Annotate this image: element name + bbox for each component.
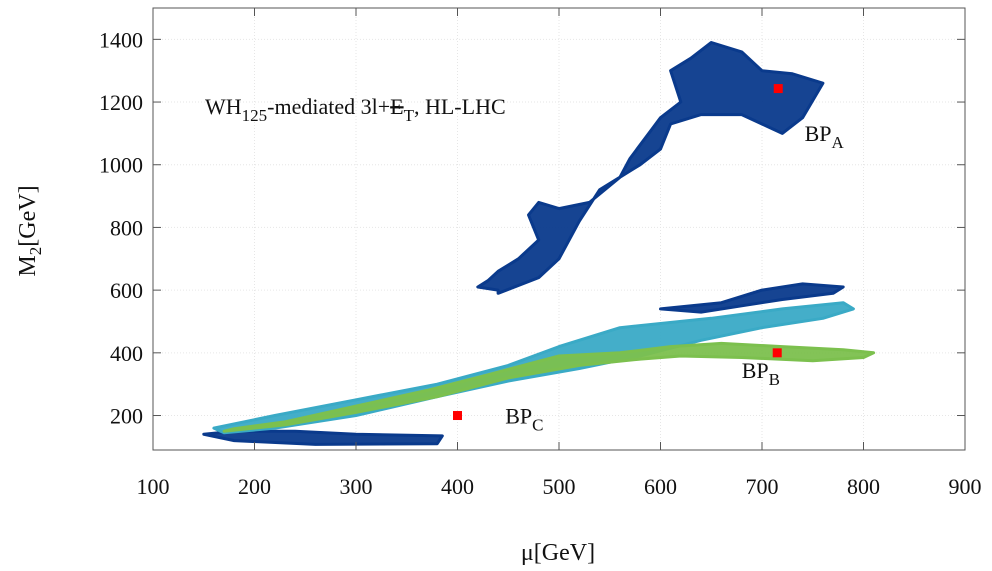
process-annotation: WH125-mediated 3l+ET, HL-LHC	[205, 94, 506, 125]
x-tick-label: 700	[746, 474, 779, 499]
benchmark-points: BPA BPB BPC	[453, 84, 845, 434]
benchmark-label-C: BPC	[505, 403, 543, 434]
benchmark-marker-A	[773, 84, 783, 94]
scatter-region-dark-blue-upper	[476, 41, 825, 295]
axis-ticks: 100 200 300 400 500 600 700 800 900 200 400 600 800 1…	[99, 8, 982, 499]
y-tick-label: 1200	[99, 90, 143, 115]
benchmark-marker-C	[453, 411, 462, 421]
x-tick-label: 100	[137, 474, 170, 499]
x-axis-label: μ[GeV]	[521, 540, 595, 566]
scatter-region-green	[222, 341, 876, 433]
y-tick-label: 600	[110, 278, 143, 303]
y-tick-label: 1400	[99, 27, 143, 52]
x-tick-label: 200	[238, 474, 271, 499]
x-tick-label: 500	[543, 474, 576, 499]
benchmark-label-B: BPB	[742, 358, 780, 389]
x-tick-label: 900	[949, 474, 982, 499]
x-tick-label: 600	[644, 474, 677, 499]
scatter-region-dark-blue-right	[659, 282, 845, 314]
benchmark-label-A: BPA	[805, 121, 845, 152]
y-tick-label: 800	[110, 215, 143, 240]
x-tick-label: 800	[847, 474, 880, 499]
benchmark-marker-B	[772, 348, 782, 358]
x-tick-label: 300	[340, 474, 373, 499]
y-tick-label: 200	[110, 404, 143, 429]
scatter-region-dark-blue	[202, 429, 444, 446]
scatter-points	[202, 41, 876, 446]
x-tick-label: 400	[441, 474, 474, 499]
y-axis-label: M2[GeV]	[15, 185, 45, 276]
y-tick-label: 400	[110, 341, 143, 366]
y-tick-label: 1000	[99, 153, 143, 178]
